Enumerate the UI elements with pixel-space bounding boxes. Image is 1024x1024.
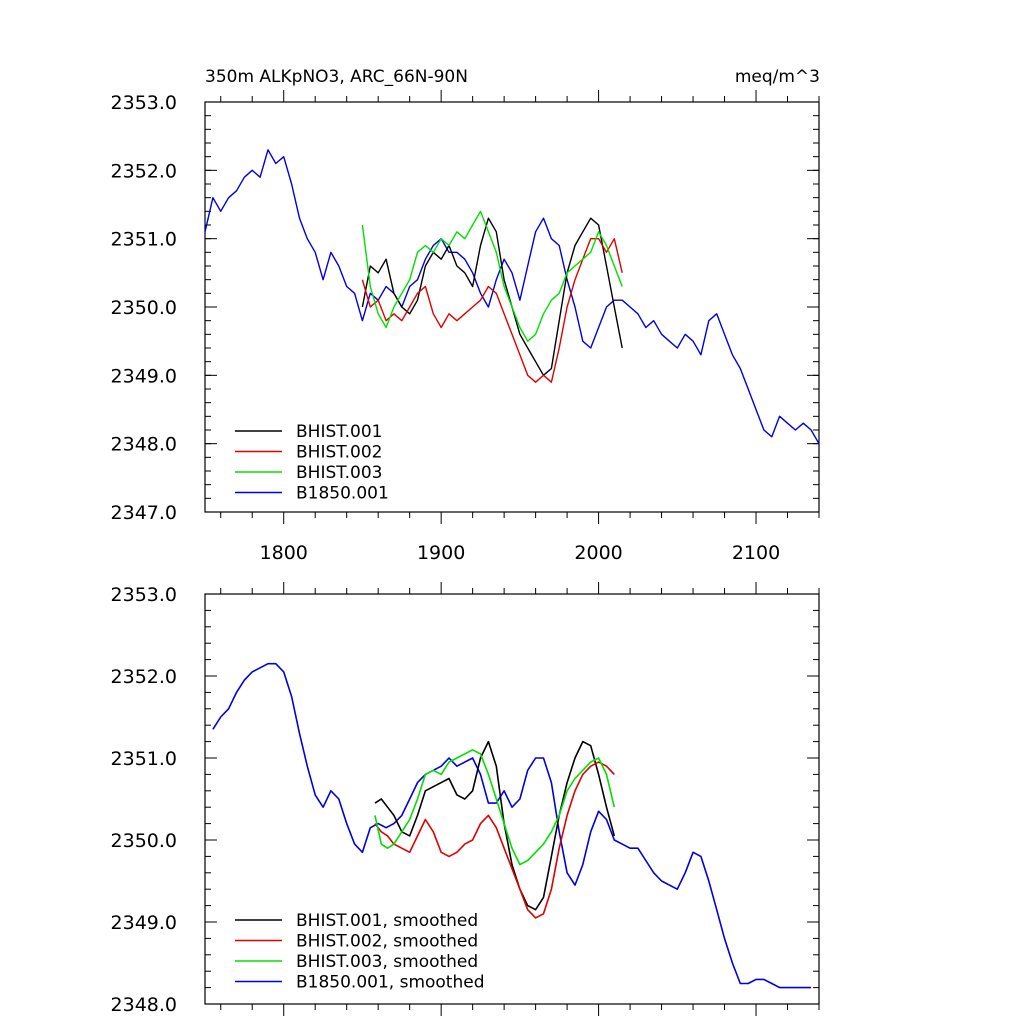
bottom-panel: 2348.0 2349.0 2350.0 2351.0 2352.0 2353.0 BHI… — [111, 582, 820, 1016]
legend-label: BHIST.002 — [296, 443, 382, 463]
series-line-bhist-003 — [374, 748, 616, 866]
series-line-b1850-001 — [204, 149, 820, 445]
top-axis-ticks — [205, 90, 820, 524]
bottom-axis-ticks — [205, 582, 820, 1016]
legend-label: BHIST.003 — [296, 463, 382, 483]
y-tick-label: 2350.0 — [111, 830, 177, 852]
legend-label: BHIST.002, smoothed — [296, 932, 478, 952]
top-x-tick-labels: 1800 1900 2000 2100 — [260, 542, 781, 564]
chart-title: 350m ALKpNO3, ARC_66N-90N — [205, 67, 468, 87]
series-line-bhist-001 — [361, 217, 623, 376]
y-tick-label: 2352.0 — [111, 666, 177, 688]
series-line-bhist-002 — [374, 761, 615, 919]
y-tick-label: 2353.0 — [111, 584, 177, 606]
chart-units: meq/m^3 — [735, 67, 820, 87]
top-panel: 350m ALKpNO3, ARC_66N-90N meq/m^3 2347.0… — [111, 67, 820, 564]
x-tick-label: 1900 — [417, 542, 465, 564]
legend-label: BHIST.003, smoothed — [296, 952, 478, 972]
top-y-tick-labels: 2347.0 2348.0 2349.0 2350.0 2351.0 2352.0 2353… — [111, 92, 177, 524]
bottom-y-tick-labels: 2348.0 2349.0 2350.0 2351.0 2352.0 2353.0 — [111, 584, 177, 1016]
y-tick-label: 2352.0 — [111, 160, 177, 182]
bottom-series-lines — [212, 662, 812, 989]
y-tick-label: 2348.0 — [111, 434, 177, 456]
series-line-bhist-003 — [361, 210, 623, 342]
y-tick-label: 2350.0 — [111, 297, 177, 319]
series-line-b1850-001 — [212, 662, 812, 989]
x-tick-label: 2000 — [574, 542, 622, 564]
legend-label: B1850.001 — [296, 484, 389, 504]
legend-label: BHIST.001 — [296, 422, 382, 442]
x-tick-label: 1800 — [260, 542, 308, 564]
series-line-bhist-002 — [361, 237, 623, 383]
legend-label: B1850.001, smoothed — [296, 973, 485, 993]
y-tick-label: 2349.0 — [111, 365, 177, 387]
x-tick-label: 2100 — [732, 542, 780, 564]
y-tick-label: 2353.0 — [111, 92, 177, 114]
bottom-plot-frame — [204, 593, 820, 1005]
y-tick-label: 2347.0 — [111, 502, 177, 524]
y-tick-label: 2351.0 — [111, 748, 177, 770]
y-tick-label: 2351.0 — [111, 229, 177, 251]
y-tick-label: 2348.0 — [111, 994, 177, 1016]
y-tick-label: 2349.0 — [111, 912, 177, 934]
series-line-bhist-001 — [374, 740, 616, 911]
top-series-lines — [204, 149, 820, 445]
legend-label: BHIST.001, smoothed — [296, 911, 478, 931]
